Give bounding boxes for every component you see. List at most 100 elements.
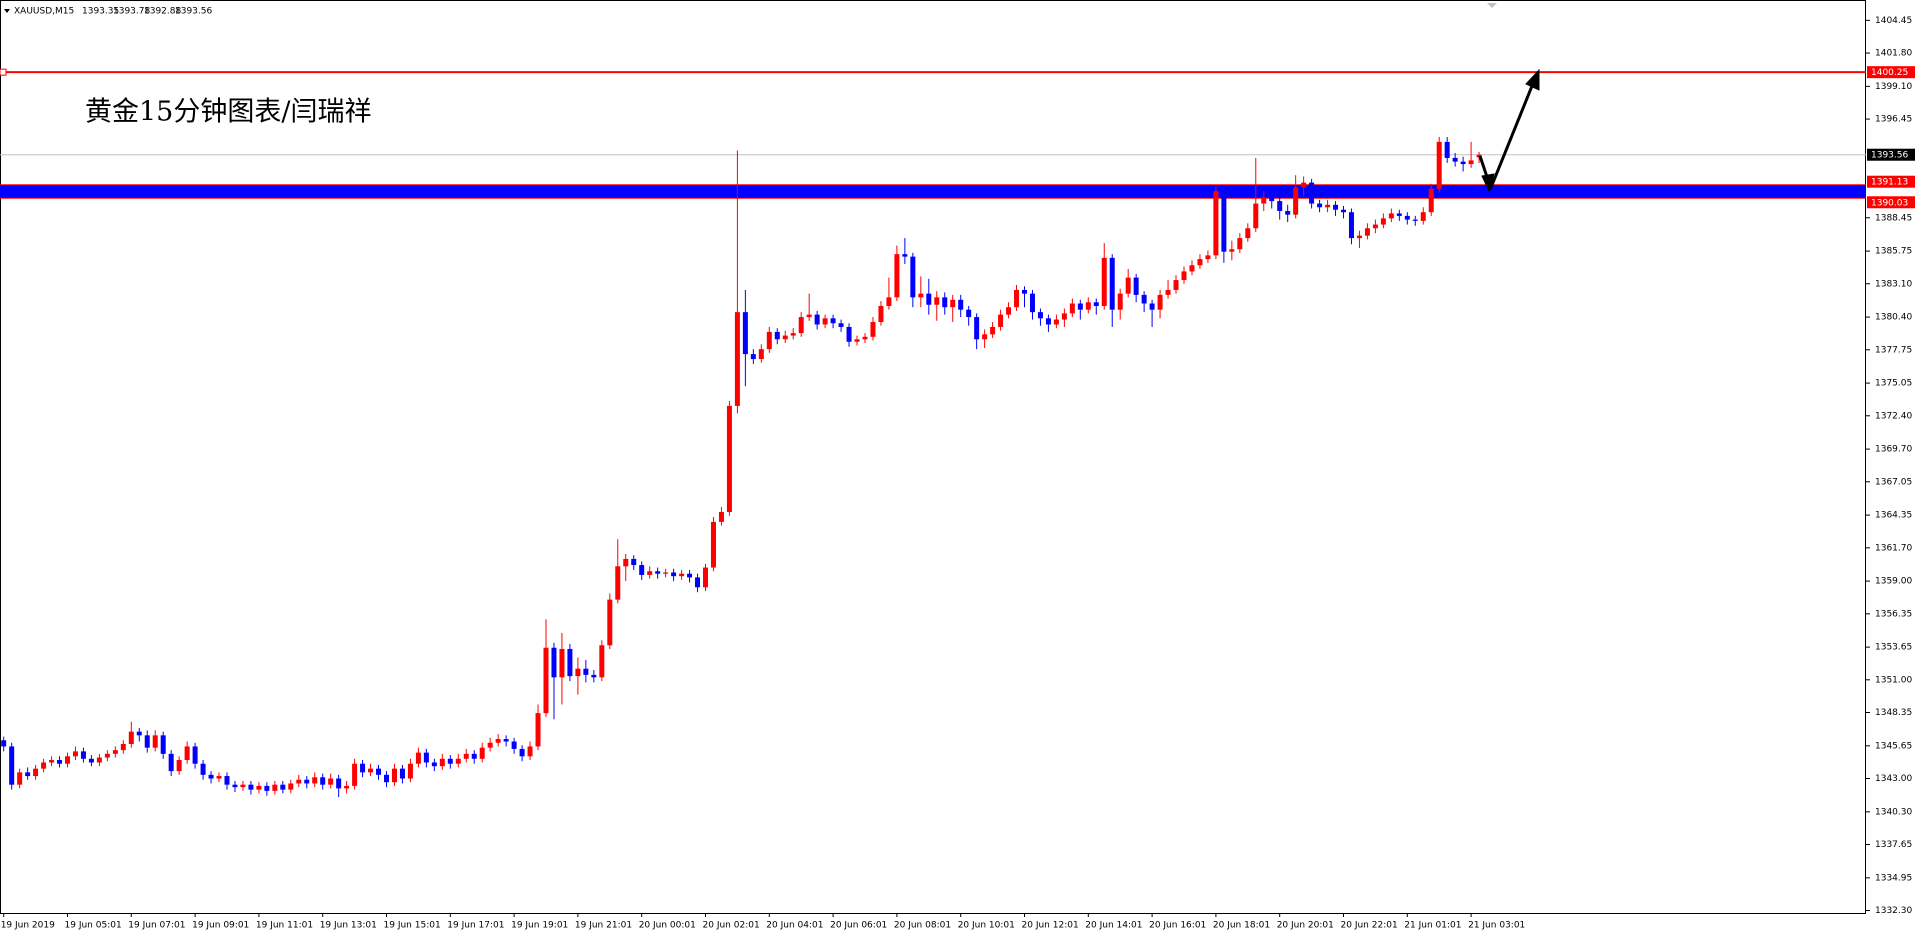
candle-body bbox=[495, 739, 501, 743]
candle-body bbox=[870, 322, 876, 337]
candle-body bbox=[1476, 154, 1482, 158]
candle-body bbox=[1364, 228, 1370, 236]
candle-body bbox=[1325, 204, 1331, 208]
x-tick-label: 19 Jun 21:01 bbox=[575, 921, 632, 931]
candle-body bbox=[599, 645, 605, 678]
candle-body bbox=[822, 318, 828, 325]
x-tick-label: 19 Jun 19:01 bbox=[511, 921, 568, 931]
candle-body bbox=[1420, 212, 1426, 221]
candle-body bbox=[9, 746, 15, 785]
candle-body bbox=[1404, 215, 1410, 220]
candle-body bbox=[623, 558, 629, 567]
candle-body bbox=[942, 297, 948, 308]
candle-body bbox=[926, 293, 932, 305]
candle-body bbox=[1245, 228, 1251, 239]
candle-body bbox=[902, 254, 908, 257]
level-band bbox=[0, 184, 1866, 199]
candle-body bbox=[687, 573, 693, 578]
x-tick-label: 20 Jun 14:01 bbox=[1085, 921, 1142, 931]
candle-body bbox=[511, 741, 517, 749]
candle-body bbox=[1269, 197, 1275, 202]
candle-body bbox=[535, 713, 541, 747]
candle-body bbox=[1317, 203, 1323, 208]
candle-body bbox=[1006, 307, 1012, 315]
candle-body bbox=[591, 674, 597, 678]
candle-body bbox=[1237, 238, 1243, 250]
candle-body bbox=[615, 566, 621, 600]
candle-body bbox=[607, 599, 613, 646]
candle-body bbox=[33, 768, 39, 777]
candle-body bbox=[240, 784, 246, 788]
candle-body bbox=[647, 571, 653, 575]
candle-body bbox=[336, 778, 342, 789]
candle-body bbox=[320, 777, 326, 785]
y-tick-label: 1369.70 bbox=[1875, 445, 1912, 455]
candle-body bbox=[1436, 141, 1442, 189]
candle-body bbox=[200, 763, 206, 775]
y-tick-label: 1364.35 bbox=[1875, 511, 1912, 521]
x-tick-label: 20 Jun 10:01 bbox=[958, 921, 1015, 931]
candle-body bbox=[1412, 219, 1418, 221]
y-tick-label: 1353.65 bbox=[1875, 643, 1912, 653]
candle-body bbox=[224, 776, 230, 785]
candle-body bbox=[391, 768, 397, 783]
candle-body bbox=[862, 336, 868, 340]
candle-body bbox=[1380, 218, 1386, 225]
y-tick-label: 1332.30 bbox=[1875, 906, 1912, 916]
candle-body bbox=[718, 512, 724, 522]
candle-body bbox=[1029, 293, 1035, 313]
candle-body bbox=[296, 779, 302, 784]
y-tick-label: 1337.65 bbox=[1875, 840, 1912, 850]
candle-body bbox=[407, 763, 413, 779]
candle-body bbox=[894, 254, 900, 298]
candle-body bbox=[1277, 201, 1283, 211]
candle-body bbox=[1173, 280, 1179, 290]
candle-body bbox=[288, 783, 294, 790]
candle-body bbox=[679, 573, 685, 577]
candle-body bbox=[1141, 294, 1147, 304]
candle-body bbox=[1396, 213, 1402, 216]
y-tick-label: 1356.35 bbox=[1875, 609, 1912, 619]
candle-body bbox=[455, 758, 461, 764]
candle-body bbox=[232, 784, 238, 788]
candle-body bbox=[1053, 319, 1059, 325]
header-value: 1393.35 bbox=[82, 7, 119, 17]
candle-body bbox=[184, 746, 190, 761]
candle-body bbox=[1165, 289, 1171, 295]
candle-body bbox=[910, 256, 916, 298]
candle-body bbox=[1045, 318, 1051, 325]
candle-body bbox=[487, 742, 493, 748]
x-tick-label: 19 Jun 07:01 bbox=[128, 921, 185, 931]
candle-body bbox=[583, 668, 589, 675]
candle-body bbox=[990, 326, 996, 335]
candle-body bbox=[695, 577, 701, 588]
candle-body bbox=[304, 779, 310, 784]
candle-body bbox=[1460, 161, 1466, 165]
candle-body bbox=[1117, 293, 1123, 310]
candle-body bbox=[112, 750, 118, 754]
x-tick-label: 21 Jun 03:01 bbox=[1468, 921, 1525, 931]
candle-body bbox=[72, 751, 78, 757]
candle-body bbox=[80, 751, 86, 759]
candle-body bbox=[104, 753, 110, 758]
x-tick-label: 19 Jun 15:01 bbox=[384, 921, 441, 931]
candle-body bbox=[838, 323, 844, 327]
candle-body bbox=[966, 309, 972, 318]
candle-body bbox=[663, 572, 669, 574]
candle-body bbox=[1372, 224, 1378, 229]
candle-body bbox=[543, 647, 549, 714]
x-tick-label: 20 Jun 22:01 bbox=[1341, 921, 1398, 931]
candle-body bbox=[423, 752, 429, 763]
candle-body bbox=[655, 571, 661, 574]
annotation: 黄金15分钟图表/闫瑞祥 bbox=[85, 97, 371, 128]
candle-body bbox=[160, 735, 166, 754]
candle-body bbox=[431, 762, 437, 767]
candle-body bbox=[479, 747, 485, 759]
y-tick-label: 1348.35 bbox=[1875, 708, 1912, 718]
candle-body bbox=[950, 299, 956, 308]
x-tick-label: 20 Jun 00:01 bbox=[639, 921, 696, 931]
y-tick-label: 1385.75 bbox=[1875, 247, 1912, 257]
candle-body bbox=[144, 735, 150, 748]
x-tick-label: 19 Jun 2019 bbox=[1, 921, 55, 931]
